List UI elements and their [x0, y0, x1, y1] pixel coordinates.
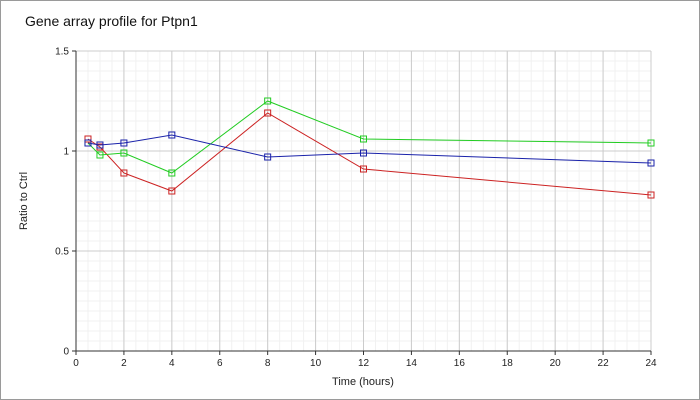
- x-tick-label: 10: [310, 358, 322, 369]
- data-point-marker: [84, 135, 92, 143]
- x-tick-label: 12: [358, 358, 370, 369]
- series-line: [87, 100, 652, 174]
- y-axis-label: Ratio to Ctrl: [18, 172, 30, 230]
- y-axis-ticks: 0 0.5 1 1.5: [55, 47, 76, 358]
- y-tick-label: 1.5: [55, 47, 69, 58]
- series-line: [87, 134, 652, 164]
- x-tick-label: 0: [73, 358, 79, 369]
- x-tick-label: 4: [169, 358, 175, 369]
- data-point-marker: [264, 109, 272, 117]
- x-tick-label: 18: [502, 358, 514, 369]
- data-point-marker: [647, 191, 655, 199]
- x-tick-label: 20: [550, 358, 562, 369]
- data-point-marker: [120, 169, 128, 177]
- y-tick-label: 1: [63, 147, 69, 158]
- x-axis-ticks: 0 2 4 6 8 10 12 14 16 18 20 22 24: [73, 351, 657, 369]
- x-tick-label: 22: [598, 358, 610, 369]
- data-point-marker: [360, 149, 367, 157]
- data-point-marker: [647, 159, 655, 167]
- y-tick-label: 0.5: [55, 247, 69, 258]
- series-line: [87, 112, 652, 196]
- chart-title: Gene array profile for Ptpn1: [25, 13, 198, 29]
- data-point-marker: [168, 187, 176, 195]
- x-tick-label: 8: [265, 358, 271, 369]
- x-tick-label: 16: [454, 358, 466, 369]
- series-layer: [84, 97, 655, 199]
- x-tick-label: 24: [645, 358, 657, 369]
- y-tick-label: 0: [63, 347, 69, 358]
- data-point-marker: [84, 139, 92, 147]
- series-3: [84, 131, 655, 167]
- data-point-marker: [168, 131, 176, 139]
- data-point-marker: [120, 139, 128, 147]
- data-point-marker: [264, 97, 272, 105]
- data-point-marker: [168, 169, 176, 177]
- data-point-marker: [647, 139, 655, 147]
- data-point-marker: [264, 153, 272, 161]
- data-point-marker: [360, 165, 367, 173]
- x-tick-label: 14: [406, 358, 418, 369]
- x-axis-label: Time (hours): [332, 376, 394, 388]
- data-point-marker: [96, 141, 104, 149]
- x-tick-label: 2: [121, 358, 127, 369]
- data-point-marker: [120, 149, 128, 157]
- x-tick-label: 6: [217, 358, 223, 369]
- data-point-marker: [96, 151, 104, 159]
- data-point-marker: [360, 135, 367, 143]
